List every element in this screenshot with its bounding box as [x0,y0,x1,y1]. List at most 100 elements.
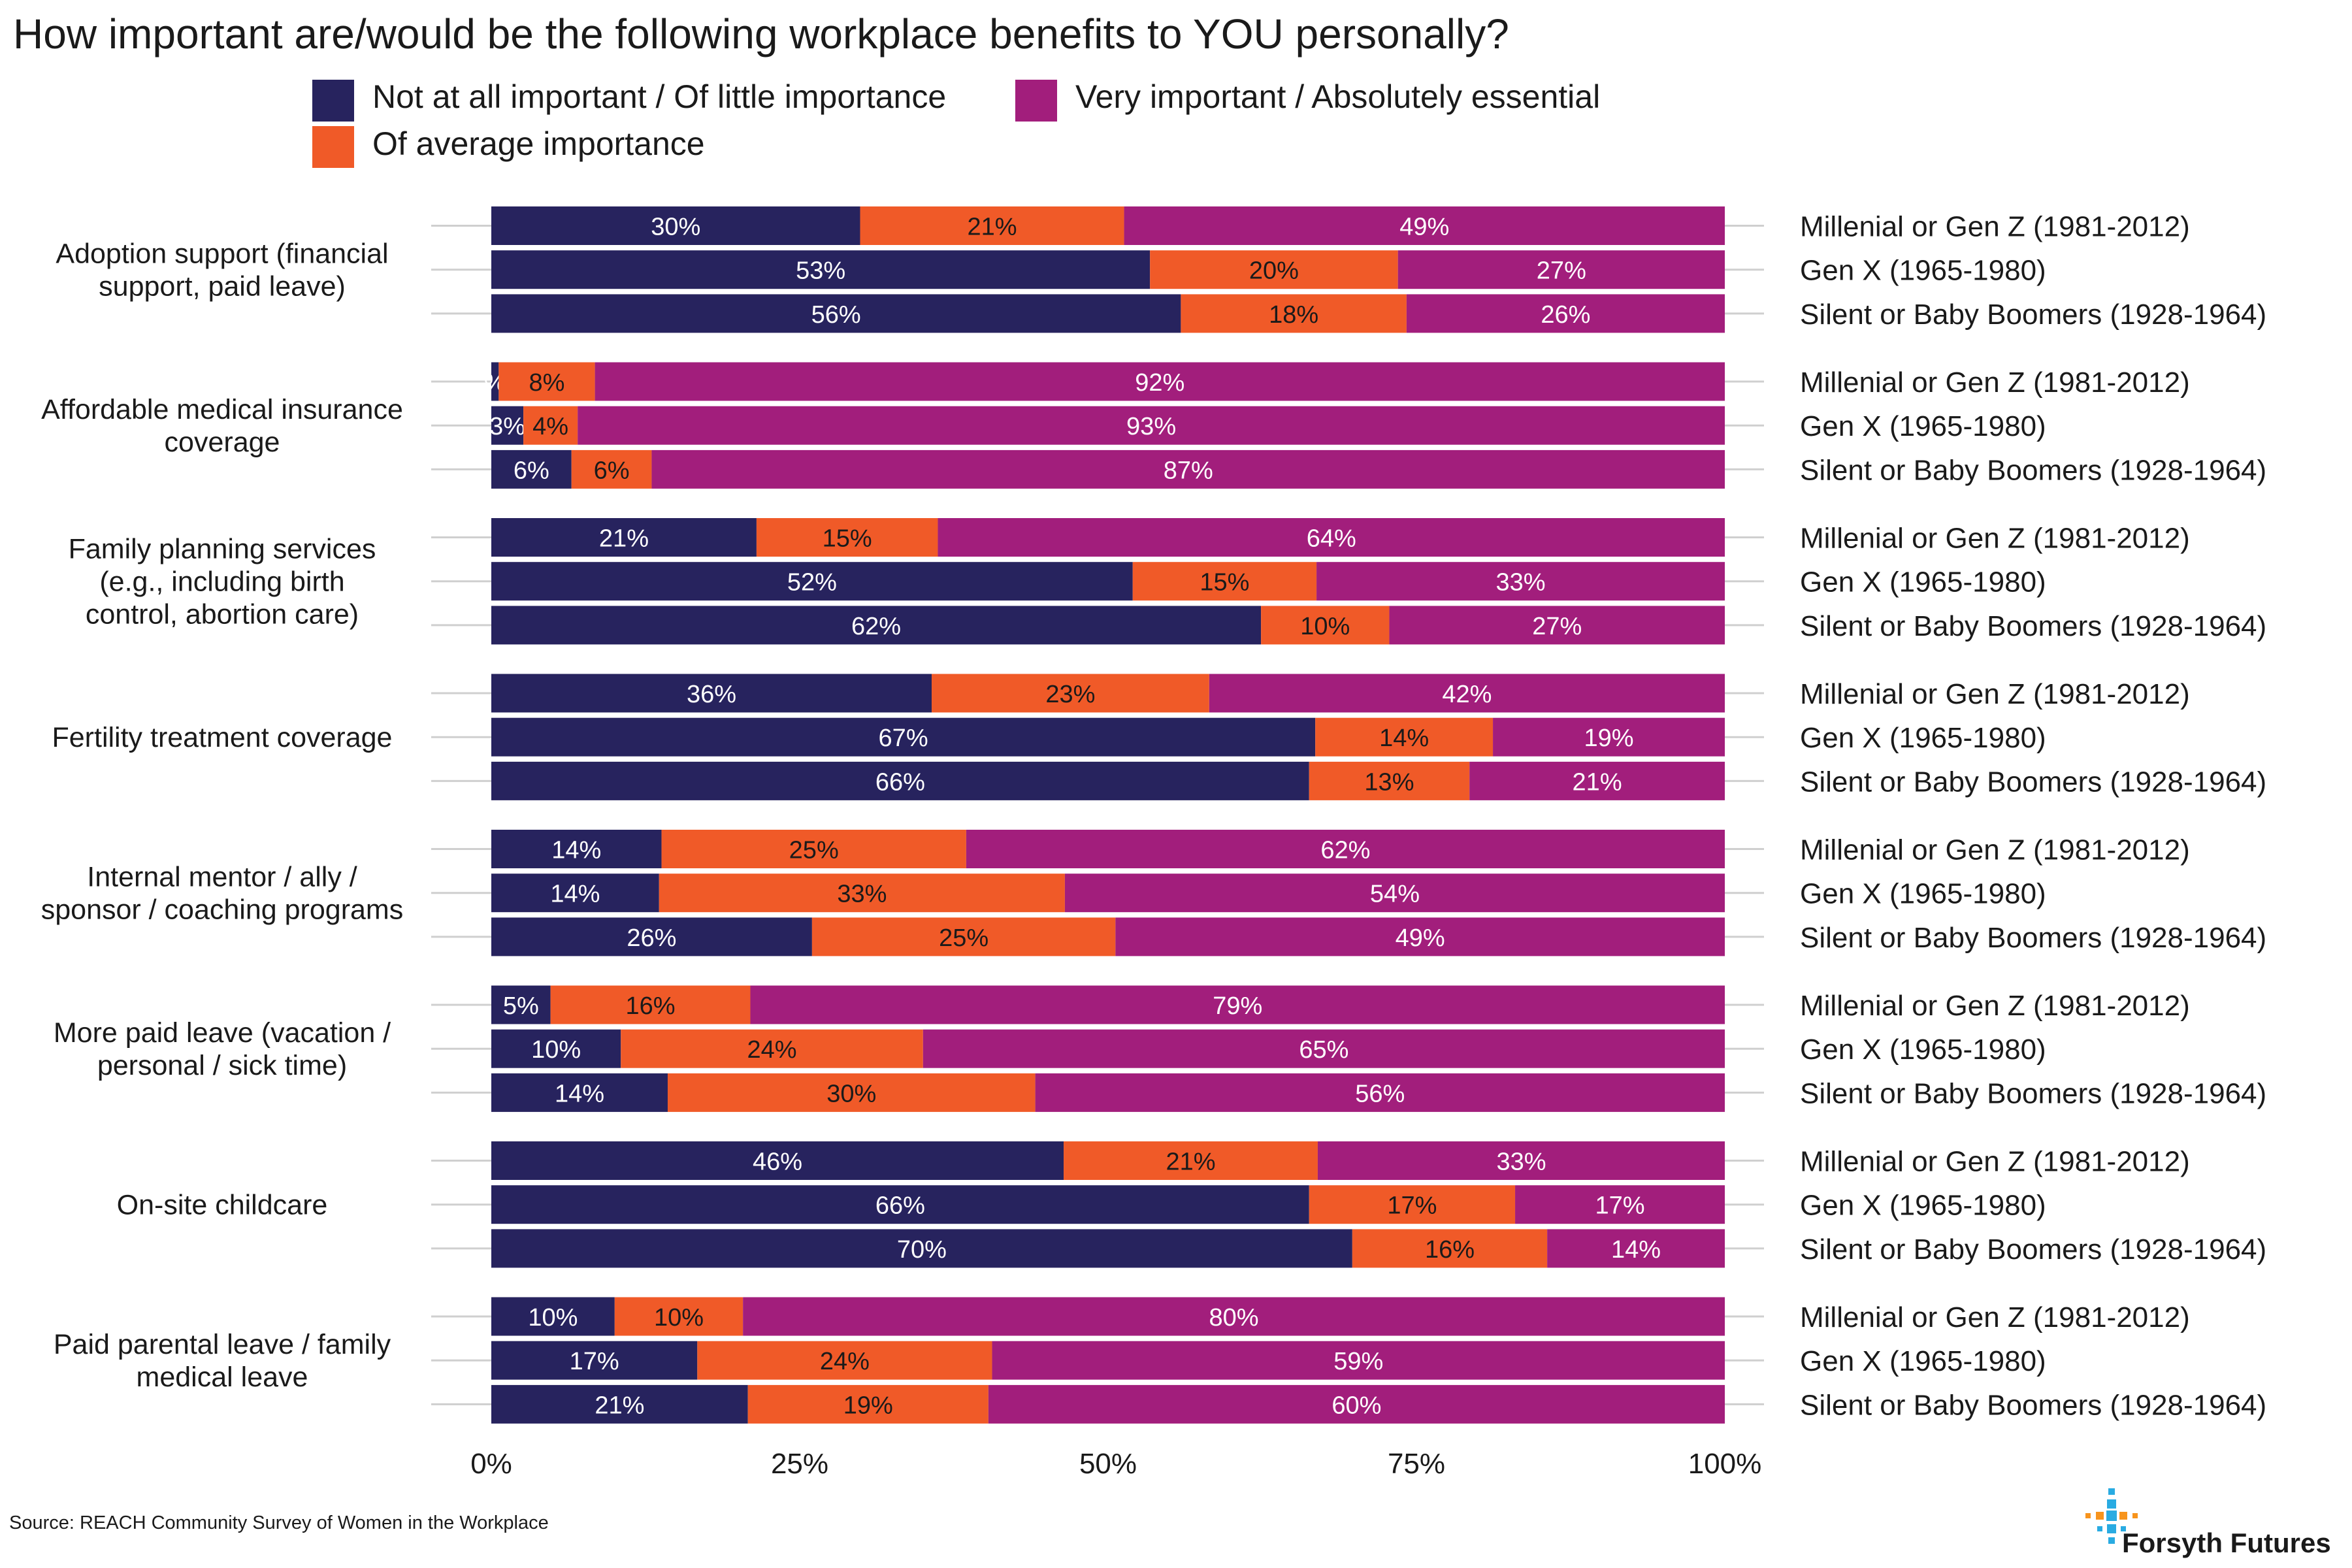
generation-label: Silent or Baby Boomers (1928-1964) [1800,1233,2266,1266]
data-label: 87% [1164,457,1213,484]
generation-label: Millenial or Gen Z (1981-2012) [1800,990,2190,1022]
bar-segment [651,449,1725,489]
generation-label: Millenial or Gen Z (1981-2012) [1800,834,2190,866]
data-label: 64% [1307,525,1356,553]
category-label: sponsor / coaching programs [41,894,404,926]
data-label: 14% [550,881,600,908]
data-label: 17% [1595,1192,1644,1220]
x-tick-label: 50% [1079,1448,1137,1480]
generation-label: Silent or Baby Boomers (1928-1964) [1800,922,2266,954]
logo-dot [2085,1513,2091,1518]
generation-label: Silent or Baby Boomers (1928-1964) [1800,1077,2266,1109]
data-label: 67% [879,725,928,752]
generation-labels: Millenial or Gen Z (1981-2012) Gen X (196… [1800,211,2266,1422]
bar-segment [659,874,1065,913]
bar-segment [491,1073,668,1112]
generation-label: Gen X (1965-1980) [1800,410,2046,442]
bar-segment [1064,874,1725,913]
bar-segment [811,917,1116,956]
bar-segment [743,1297,1725,1336]
data-label: 66% [875,1192,925,1220]
data-label: 6% [514,457,549,484]
data-label: 65% [1299,1036,1348,1064]
category-label: coverage [165,427,280,458]
data-label: 56% [1355,1080,1405,1107]
category-label: (e.g., including birth [99,566,344,598]
bar-segment [491,362,499,401]
data-label: 23% [1045,681,1095,708]
bar-segment [578,406,1725,445]
data-label: 3% [489,413,525,440]
bar-segment [1181,294,1407,333]
data-label: 62% [1320,837,1370,864]
bar-segment [491,917,812,956]
bar-segment [697,1341,992,1380]
logo-dot [2106,1511,2117,1521]
data-label: 21% [595,1392,644,1419]
bar-segment [756,518,938,557]
data-label: 21% [599,525,649,553]
generation-label: Millenial or Gen Z (1981-2012) [1800,678,2190,710]
bar-segment [1150,250,1398,289]
legend-label: Of average importance [372,125,705,162]
generation-label: Gen X (1965-1980) [1800,255,2046,287]
data-label: 10% [531,1036,581,1064]
bar-segment [1389,606,1725,645]
data-label: 52% [787,569,837,596]
bar-segment [1209,674,1725,713]
bar-segment [491,874,659,913]
bar-segment [491,1185,1309,1224]
bar-segment [1317,1141,1725,1180]
bar-segment [550,985,751,1024]
data-label: 79% [1213,992,1262,1020]
generation-label: Gen X (1965-1980) [1800,1034,2046,1066]
bar-segment [1309,1185,1516,1224]
bar-segment [491,830,662,868]
bar-segment [491,406,524,445]
bar-segment [1316,562,1725,601]
data-label: 53% [796,257,845,285]
category-label: medical leave [137,1362,308,1393]
data-label: 26% [627,924,676,952]
legend-swatch [1015,80,1057,122]
data-label: 25% [939,924,988,952]
bar-segment [1064,1141,1318,1180]
data-label: 4% [532,413,568,440]
bar-segment [491,717,1316,757]
generation-label: Millenial or Gen Z (1981-2012) [1800,1301,2190,1333]
generation-label: Millenial or Gen Z (1981-2012) [1800,211,2190,243]
bar-segment [491,985,551,1024]
generation-label: Silent or Baby Boomers (1928-1964) [1800,766,2266,798]
logo-dot [2097,1526,2102,1531]
data-label: 54% [1370,881,1420,908]
data-label: 19% [1584,725,1633,752]
data-label: 16% [1425,1236,1475,1264]
generation-label: Gen X (1965-1980) [1800,566,2046,598]
bar-segment [747,1384,988,1424]
bar-segment [1035,1073,1725,1112]
data-label: 33% [1496,569,1546,596]
data-label: 70% [897,1236,947,1264]
data-label: 21% [1573,768,1622,796]
data-label: 36% [687,681,736,708]
data-label: 10% [654,1304,704,1331]
data-label: 59% [1333,1348,1383,1375]
logo-dot [2108,1488,2115,1495]
x-tick-label: 100% [1688,1448,1762,1480]
data-label: 17% [570,1348,619,1375]
category-label: support, paid leave) [99,271,346,302]
bar-segment [1132,562,1317,601]
generation-label: Millenial or Gen Z (1981-2012) [1800,1146,2190,1178]
bar-segment [667,1073,1036,1112]
bar-segment [491,449,572,489]
data-label: 92% [1135,369,1184,397]
category-label: control, abortion care) [86,599,359,630]
bar-segment [491,518,757,557]
bar-segment [1469,761,1725,800]
bar-segment [938,518,1725,557]
data-label: 18% [1269,301,1318,329]
generation-label: Silent or Baby Boomers (1928-1964) [1800,299,2266,331]
bar-segment [1397,250,1725,289]
data-label: 93% [1126,413,1176,440]
